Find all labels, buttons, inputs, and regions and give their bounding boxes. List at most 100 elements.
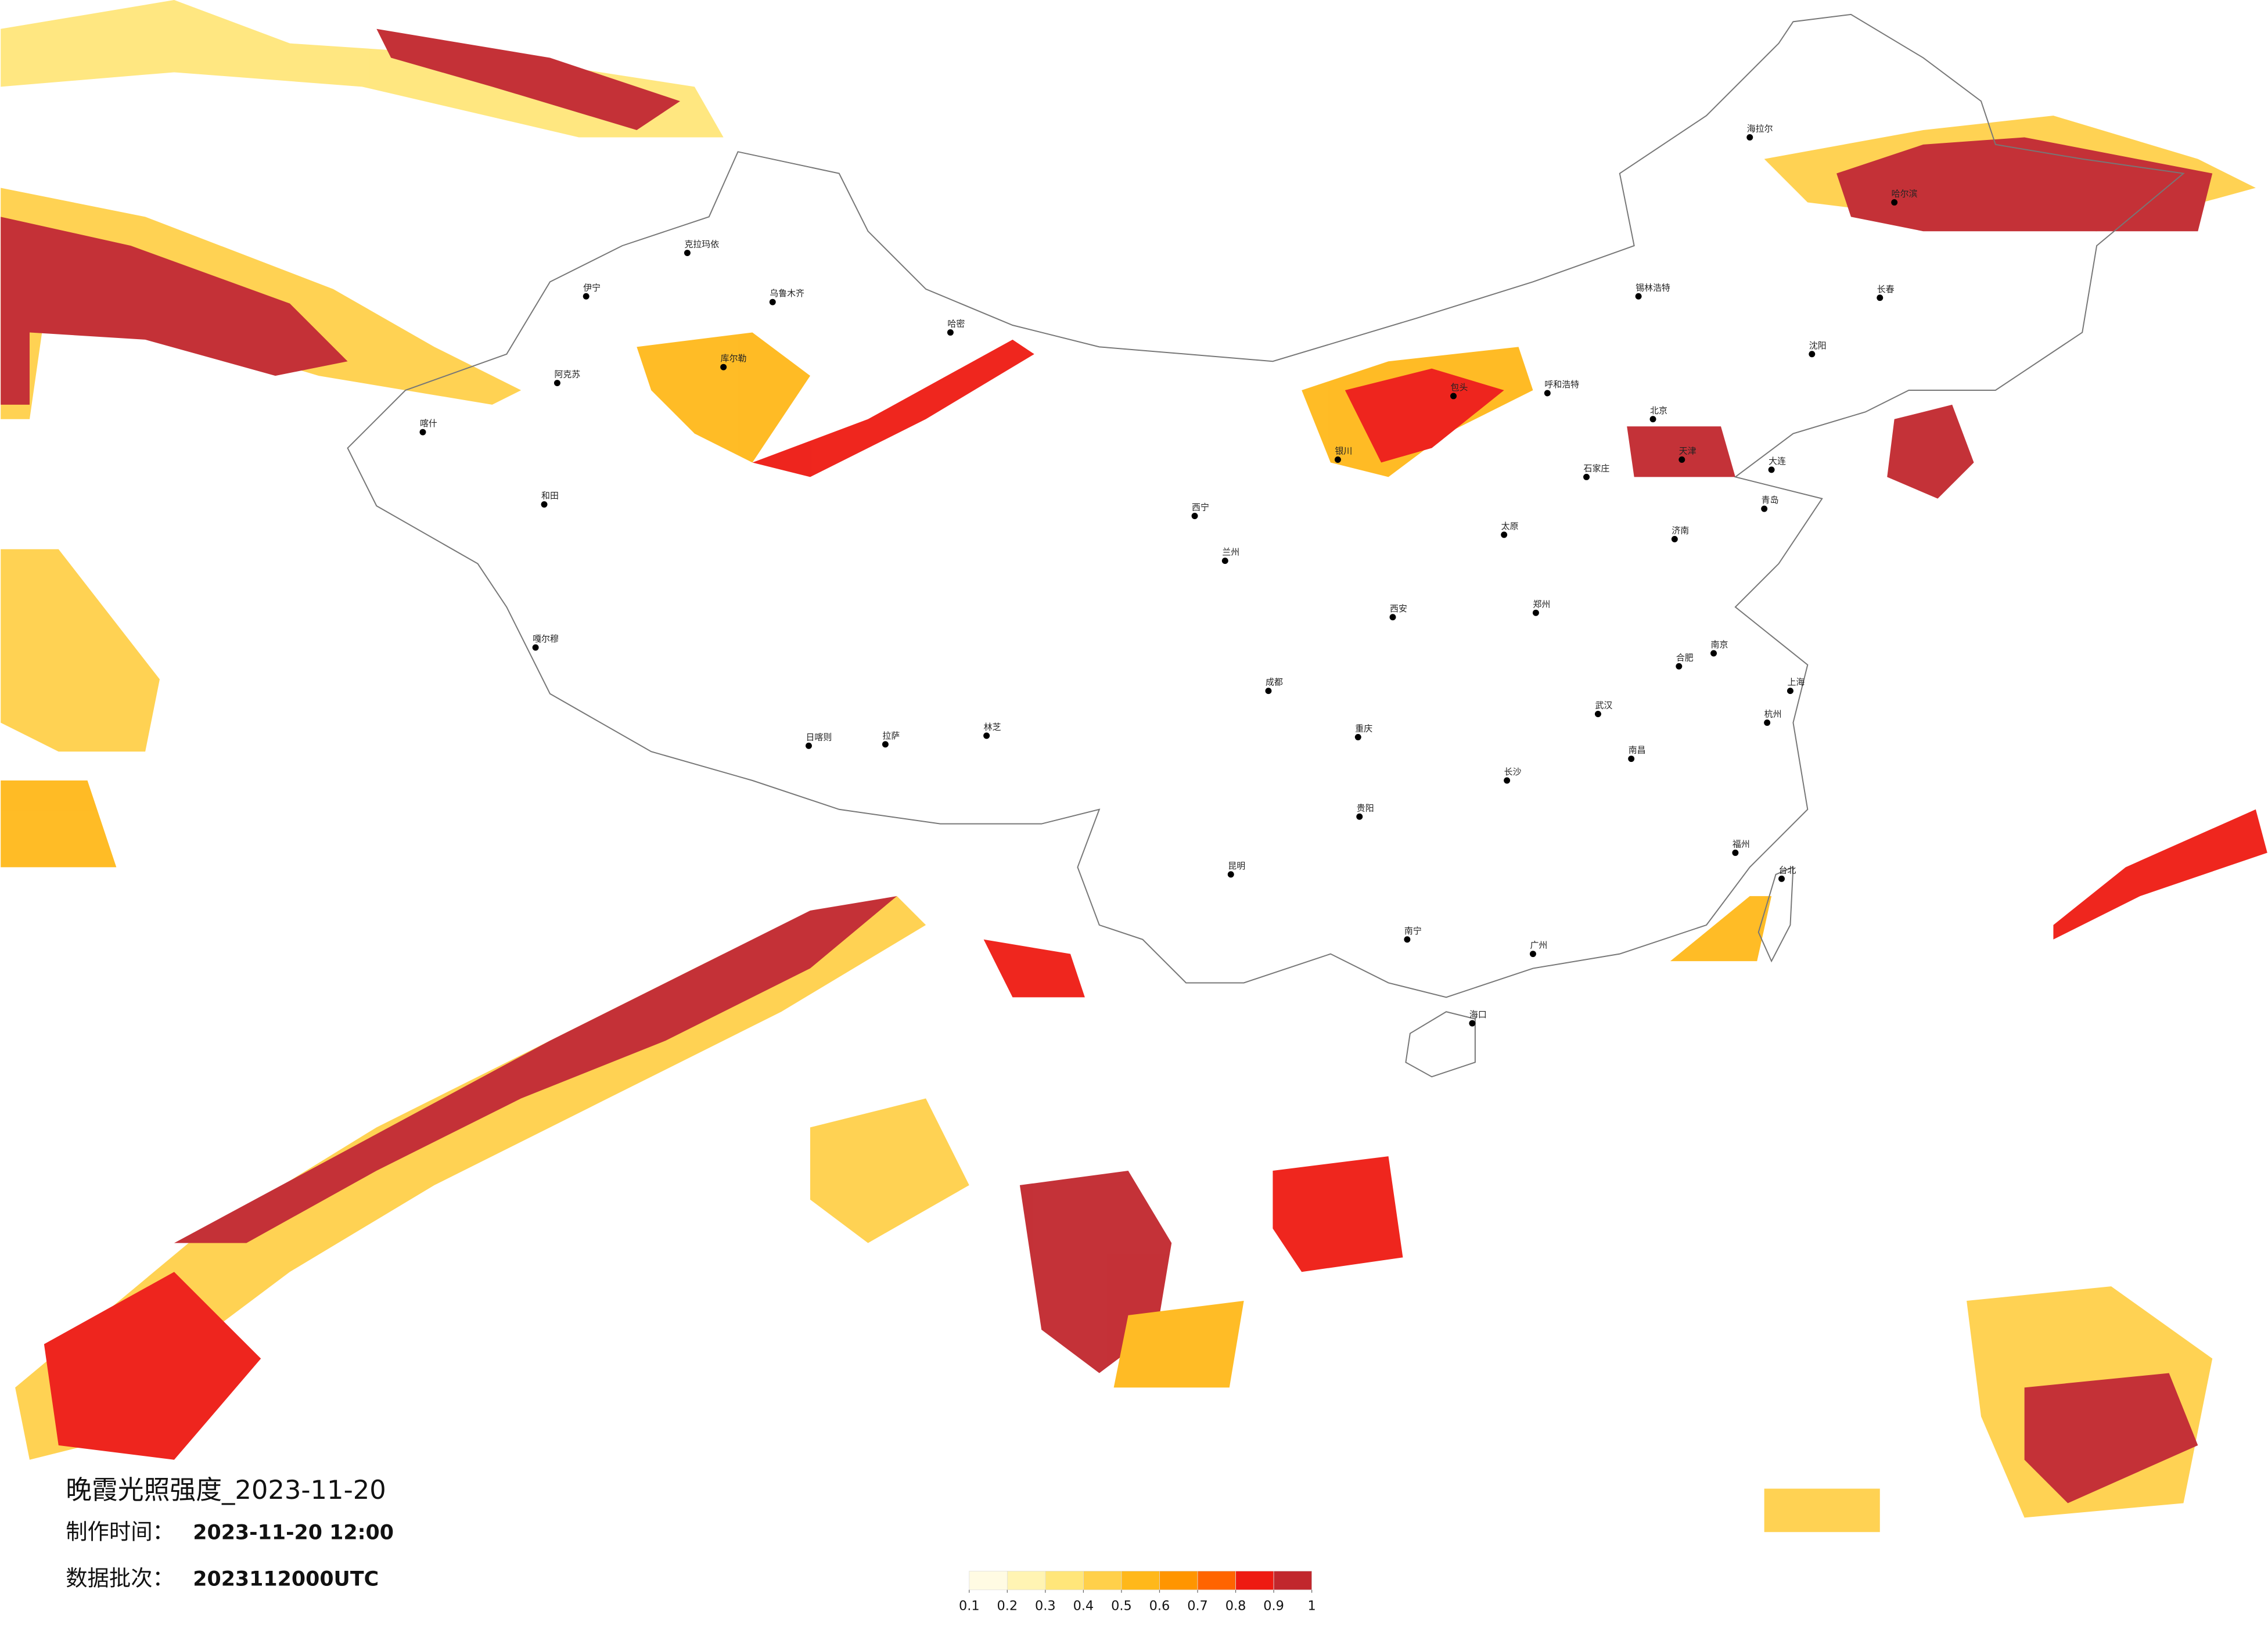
info-label: 制作时间： [66, 1519, 174, 1545]
city-label: 克拉玛依 [684, 239, 719, 250]
legend-swatch [969, 1571, 1008, 1591]
city-label: 广州 [1530, 940, 1547, 951]
city-label: 石家庄 [1584, 463, 1610, 473]
city-label: 昆明 [1228, 861, 1245, 871]
legend-tick-label: 0.6 [1149, 1599, 1170, 1614]
city-label: 呼和浩特 [1544, 379, 1579, 390]
city-dot [1761, 505, 1768, 512]
city-label: 银川 [1335, 446, 1352, 456]
city-dot [1450, 393, 1457, 400]
city-label: 西安 [1390, 603, 1407, 614]
city-label: 沈阳 [1809, 340, 1827, 351]
city-label: 阿克苏 [554, 369, 580, 380]
city-dot [1389, 614, 1396, 621]
city-dot [553, 380, 560, 387]
legend-swatch [1045, 1571, 1084, 1591]
city-label: 林芝 [984, 722, 1001, 732]
city-label: 日喀则 [806, 732, 832, 742]
city-dot [1635, 293, 1642, 300]
legend-tick-label: 0.1 [959, 1599, 980, 1614]
city-label: 长春 [1877, 284, 1895, 294]
city-dot [1354, 733, 1361, 740]
city-label: 南宁 [1404, 926, 1422, 936]
legend-swatch [1121, 1571, 1160, 1591]
city-label: 成都 [1266, 677, 1283, 688]
city-label: 兰州 [1222, 547, 1239, 557]
legend-tick-label: 0.8 [1225, 1599, 1246, 1614]
city-dot [1710, 650, 1717, 657]
legend-swatch [1159, 1571, 1198, 1591]
city-dot [684, 250, 691, 257]
city-dot [1678, 456, 1685, 463]
city-label: 济南 [1672, 525, 1689, 535]
city-label: 北京 [1650, 405, 1667, 416]
city-label: 贵阳 [1357, 803, 1374, 813]
city-dot [419, 429, 426, 436]
city-label: 重庆 [1355, 723, 1372, 733]
info-label: 数据批次： [66, 1565, 174, 1591]
city-label: 海拉尔 [1747, 123, 1773, 134]
city-dot [1649, 416, 1656, 423]
city-dot [1676, 663, 1683, 670]
city-dot [1764, 719, 1771, 726]
city-dot [1787, 688, 1793, 695]
city-dot [1356, 813, 1363, 820]
city-label: 海口 [1469, 1009, 1487, 1020]
city-dot [720, 364, 727, 370]
city-label: 哈密 [947, 318, 965, 329]
city-label: 台北 [1779, 865, 1796, 875]
city-dot [1877, 294, 1884, 301]
city-label: 拉萨 [882, 731, 900, 741]
city-label: 太原 [1501, 521, 1519, 531]
legend-swatch [1235, 1571, 1274, 1591]
city-label: 杭州 [1764, 708, 1782, 719]
legend-swatch [1083, 1571, 1122, 1591]
info-value: 2023112000UTC [193, 1567, 379, 1591]
legend-tick-label: 0.5 [1111, 1599, 1132, 1614]
city-label: 嘎尔穆 [533, 634, 559, 644]
city-label: 喀什 [420, 418, 437, 429]
city-label: 西宁 [1192, 502, 1209, 513]
city-dot [1404, 936, 1411, 943]
city-label: 南昌 [1629, 745, 1646, 756]
city-dot [1544, 390, 1551, 397]
city-label: 天津 [1679, 446, 1696, 456]
city-dot [1768, 466, 1775, 473]
city-label: 伊宁 [583, 282, 601, 293]
island-outline [1757, 866, 1794, 963]
city-dot [1265, 688, 1272, 695]
city-dot [1891, 199, 1898, 206]
city-dot [1778, 875, 1785, 882]
city-label: 锡林浩特 [1636, 282, 1670, 293]
city-dot [532, 644, 539, 651]
legend-tick-label: 0.7 [1187, 1599, 1208, 1614]
city-label: 青岛 [1762, 495, 1779, 505]
info-value: 2023-11-20 12:00 [193, 1521, 394, 1545]
city-dot [1529, 951, 1536, 958]
city-dot [769, 298, 776, 305]
city-label: 包头 [1451, 382, 1468, 393]
city-dot [1809, 351, 1816, 358]
city-label: 大连 [1769, 456, 1786, 466]
city-label: 南京 [1711, 639, 1728, 650]
city-label: 福州 [1733, 839, 1750, 849]
city-label: 郑州 [1533, 599, 1550, 609]
city-dot [1628, 756, 1635, 762]
city-dot [1732, 849, 1739, 856]
legend-swatch [1273, 1571, 1313, 1591]
city-label: 哈尔滨 [1892, 188, 1918, 199]
city-dot [1191, 513, 1198, 520]
island-outline [1405, 1011, 1476, 1078]
city-dot [1334, 456, 1341, 463]
city-label: 库尔勒 [721, 353, 747, 364]
country-outline [347, 13, 2185, 998]
city-label: 乌鲁木齐 [770, 288, 804, 298]
city-dot [1532, 609, 1539, 616]
city-dot [541, 501, 548, 508]
legend-swatch [1007, 1571, 1046, 1591]
city-dot [1227, 871, 1234, 878]
city-dot [1671, 535, 1678, 542]
city-label: 和田 [541, 491, 559, 501]
city-dot [1504, 777, 1511, 784]
